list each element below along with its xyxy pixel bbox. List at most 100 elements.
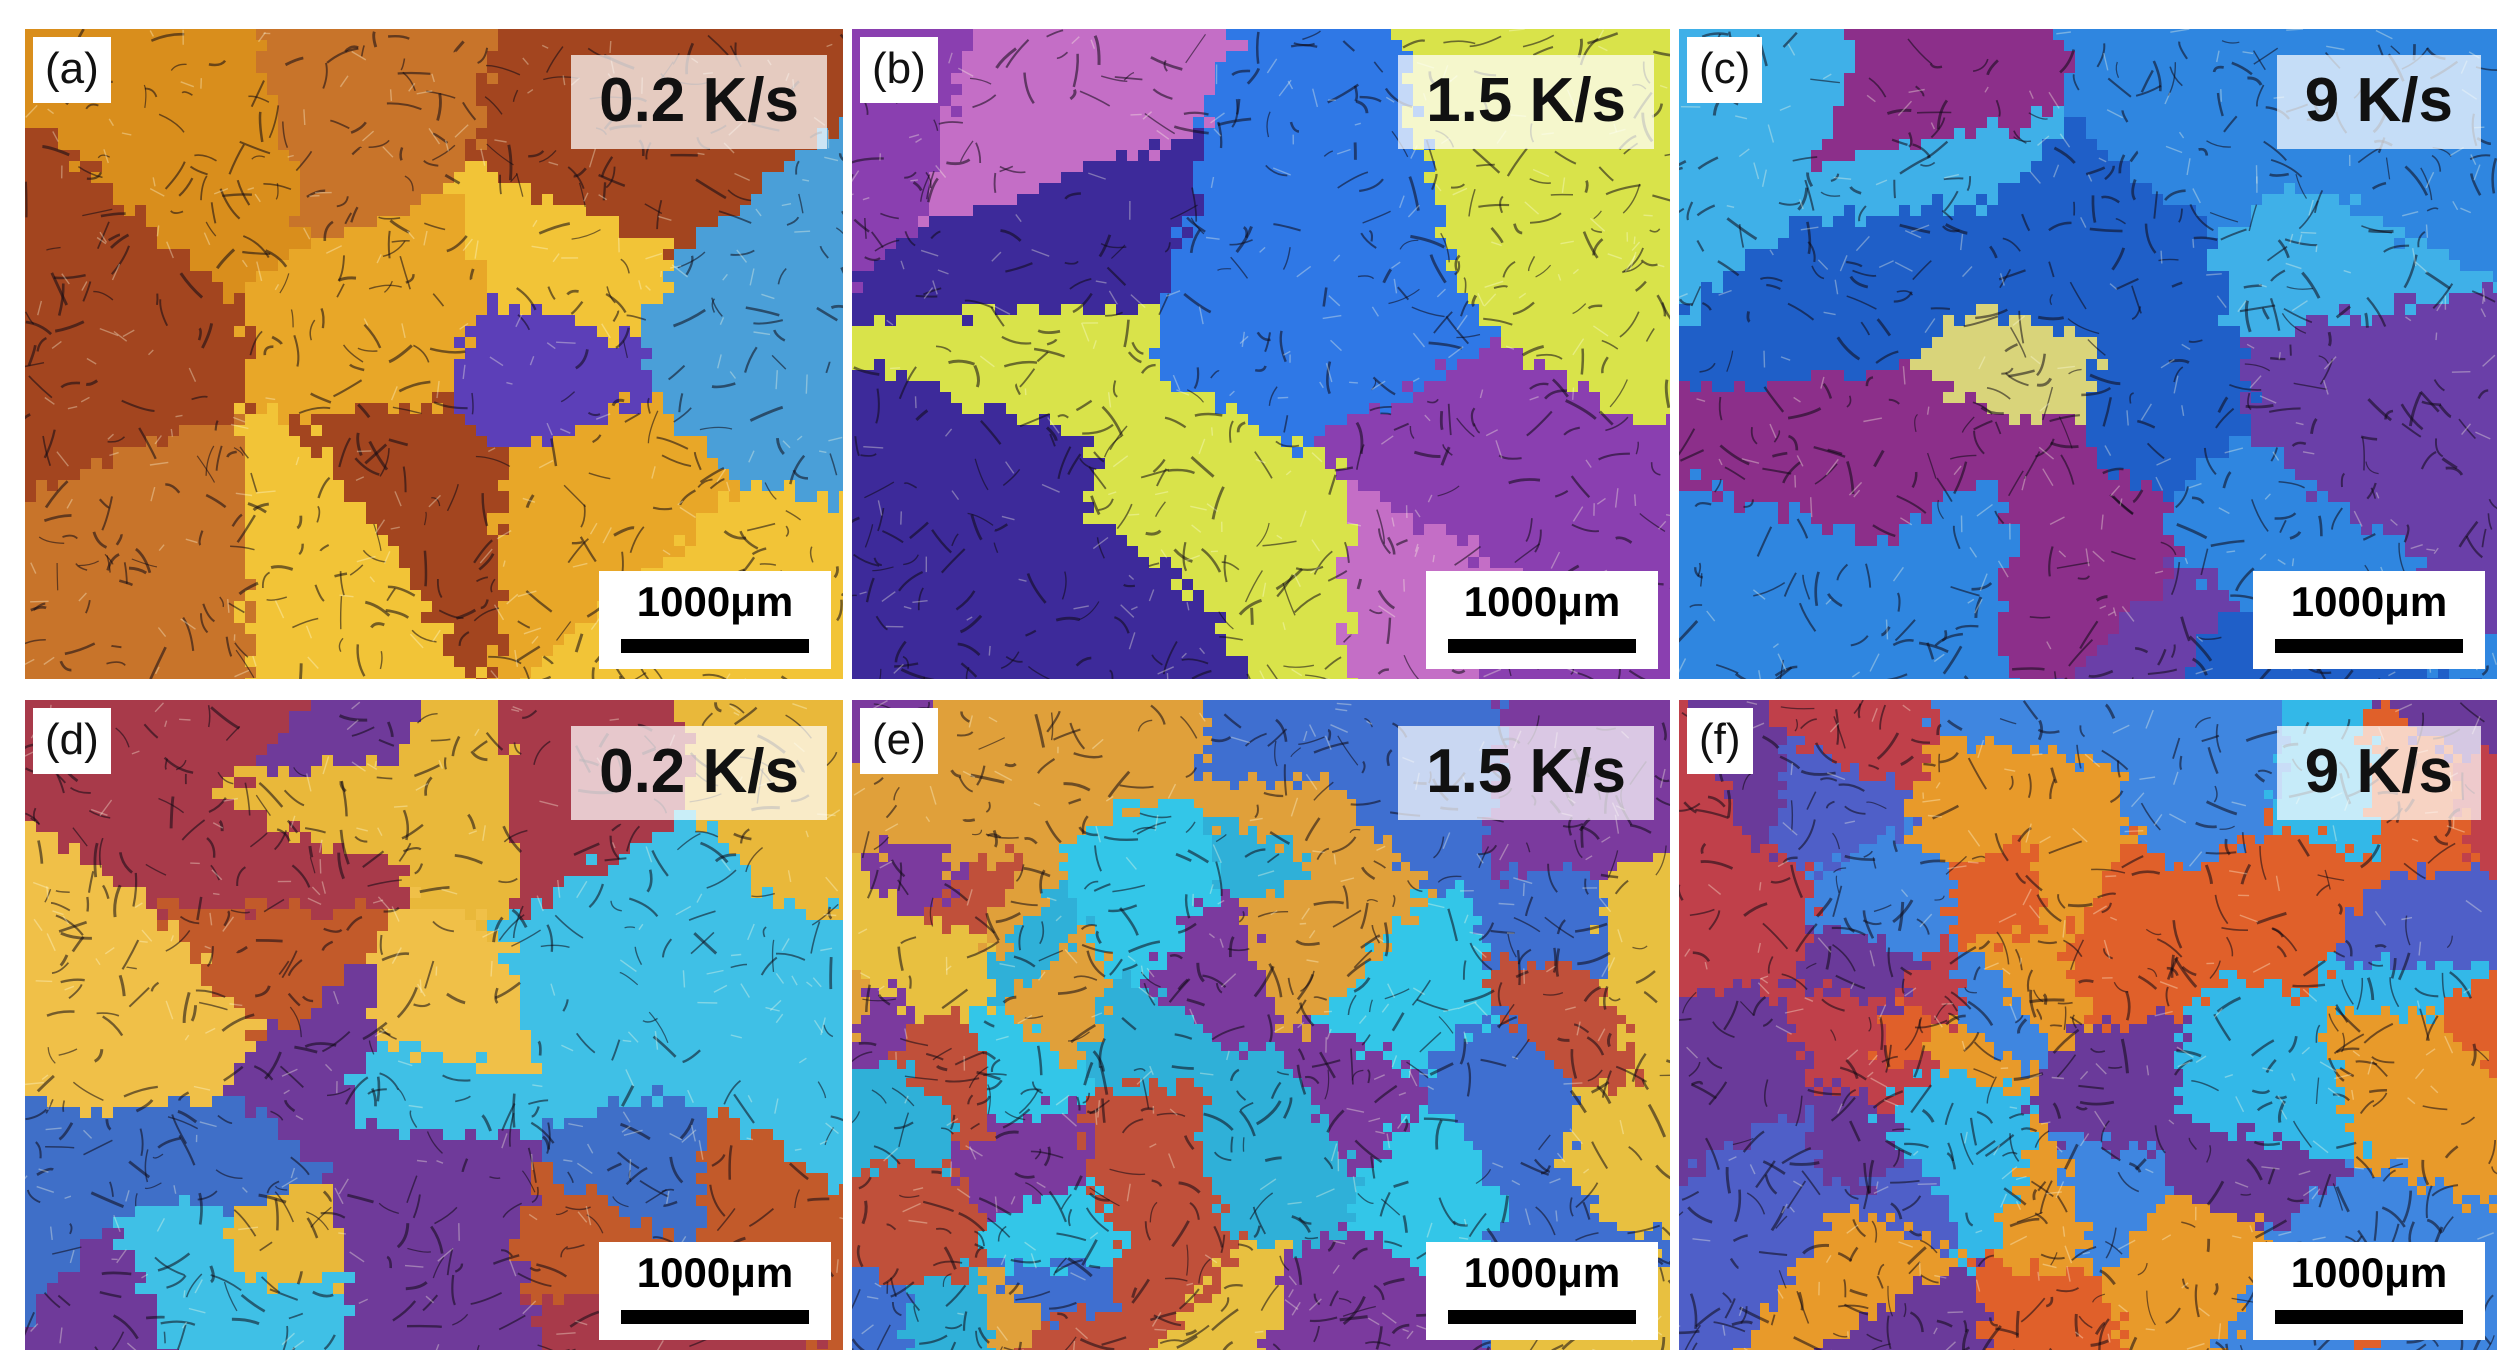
dendrite-line — [42, 145, 70, 157]
grain-cell — [509, 139, 520, 150]
grain-cell — [212, 667, 223, 678]
grain-cell — [718, 326, 729, 337]
grain-cell — [355, 106, 366, 117]
grain-cell — [795, 183, 806, 194]
grain-cell — [311, 370, 322, 381]
dendrite-line — [336, 196, 349, 208]
grain-cell — [333, 326, 344, 337]
grain-cell — [454, 359, 465, 370]
grain-cell — [575, 447, 586, 458]
grain-cell — [619, 535, 630, 546]
grain-cell — [663, 447, 674, 458]
grain-cell — [201, 315, 212, 326]
grain-cell — [388, 95, 399, 106]
grain-cell — [762, 403, 773, 414]
grain-cell — [322, 172, 333, 183]
grain-cell — [707, 260, 718, 271]
grain-cell — [201, 381, 212, 392]
dendrite-line — [399, 147, 404, 161]
grain-cell — [322, 161, 333, 172]
grain-cell — [795, 447, 806, 458]
grain-cell — [520, 546, 531, 557]
grain-cell — [630, 359, 641, 370]
grain-cell — [751, 315, 762, 326]
grain-cell — [476, 40, 487, 51]
grain-cell — [47, 612, 58, 623]
grain-cell — [135, 315, 146, 326]
grain-cell — [542, 645, 553, 656]
grain-cell — [729, 403, 740, 414]
grain-cell — [520, 524, 531, 535]
grain-cell — [234, 216, 245, 227]
grain-cell — [311, 150, 322, 161]
grain-cell — [641, 447, 652, 458]
grain-cell — [454, 447, 465, 458]
grain-cell — [641, 502, 652, 513]
grain-cell — [806, 557, 817, 568]
grain-cell — [773, 546, 784, 557]
grain-cell — [388, 645, 399, 656]
grain-cell — [817, 304, 828, 315]
grain-cell — [806, 216, 817, 227]
dendrite-highlight — [247, 187, 255, 191]
grain-cell — [531, 282, 542, 293]
grain-cell — [575, 260, 586, 271]
grain-cell — [322, 249, 333, 260]
grain-cell — [432, 359, 443, 370]
grain-cell — [509, 392, 520, 403]
grain-cell — [311, 227, 322, 238]
dendrite-highlight — [529, 355, 535, 366]
dendrite-line — [270, 565, 294, 571]
grain-cell — [267, 447, 278, 458]
grain-cell — [113, 194, 124, 205]
grain-cell — [751, 436, 762, 447]
grain-cell — [102, 469, 113, 480]
grain-cell — [168, 106, 179, 117]
grain-cell — [366, 348, 377, 359]
grain-cell — [278, 469, 289, 480]
dendrite-line — [397, 71, 431, 75]
grain-cell — [597, 546, 608, 557]
grain-cell — [58, 502, 69, 513]
grain-cell — [223, 359, 234, 370]
dendrite-highlight — [25, 658, 35, 666]
grain-cell — [223, 667, 234, 678]
grain-cell — [696, 348, 707, 359]
grain-cell — [201, 425, 212, 436]
grain-cell — [542, 623, 553, 634]
grain-cell — [113, 249, 124, 260]
dendrite-line — [59, 660, 72, 672]
grain-cell — [256, 40, 267, 51]
grain-cell — [839, 293, 843, 304]
dendrite-highlight — [436, 380, 440, 399]
grain-cell — [740, 359, 751, 370]
grain-cell — [795, 502, 806, 513]
dendrite-line — [205, 493, 227, 509]
grain-cell — [80, 260, 91, 271]
grain-cell — [509, 381, 520, 392]
grain-cell — [267, 106, 278, 117]
grain-cell — [564, 667, 575, 678]
grain-cell — [619, 205, 630, 216]
grain-cell — [817, 491, 828, 502]
grain-cell — [751, 458, 762, 469]
grain-cell — [608, 678, 619, 679]
grain-cell — [344, 227, 355, 238]
grain-cell — [487, 40, 498, 51]
grain-cell — [278, 524, 289, 535]
grain-cell — [69, 392, 80, 403]
grain-cell — [751, 227, 762, 238]
grain-cell — [652, 480, 663, 491]
grain-cell — [58, 491, 69, 502]
dendrite-line — [250, 80, 265, 108]
grain-cell — [443, 260, 454, 271]
grain-cell — [58, 579, 69, 590]
grain-cell — [641, 524, 652, 535]
grain-cell — [575, 216, 586, 227]
grain-cell — [278, 623, 289, 634]
dendrite-line — [567, 538, 589, 564]
grain-cell — [399, 106, 410, 117]
grain-cell — [25, 645, 36, 656]
grain-cell — [839, 315, 843, 326]
dendrite-line — [838, 153, 843, 162]
